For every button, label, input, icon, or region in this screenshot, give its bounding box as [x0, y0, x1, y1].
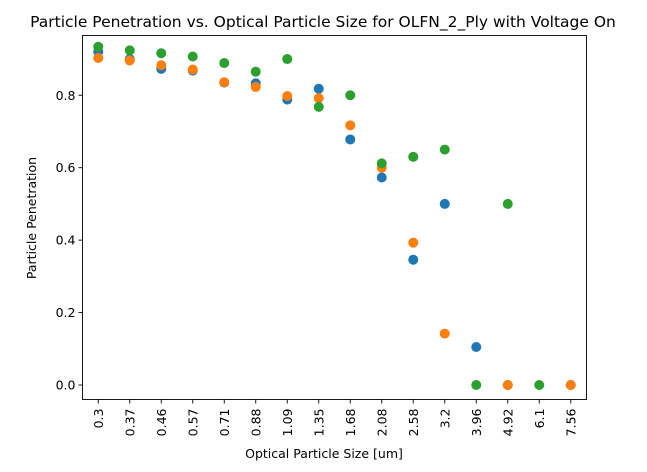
data-point-series-3-2.08	[376, 158, 387, 169]
x-tick-label: 2.58	[406, 408, 421, 436]
x-axis-label: Optical Particle Size [um]	[245, 446, 403, 461]
data-point-series-3-0.71	[219, 58, 230, 69]
x-tick-label: 3.2	[437, 409, 452, 429]
data-point-series-3-0.37	[124, 45, 135, 56]
data-point-series-1-1.68	[345, 134, 356, 145]
data-point-series-3-1.09	[282, 54, 293, 65]
x-tick-label: 0.88	[248, 408, 263, 436]
data-point-series-3-1.68	[345, 90, 356, 101]
x-tick-label: 4.92	[500, 409, 515, 437]
y-axis: 0.0 0.2 0.4 0.6 0.8	[56, 88, 83, 393]
x-tick-label: 0.3	[91, 409, 106, 429]
data-point-series-2-0.46	[156, 60, 167, 71]
data-point-series-2-1.35	[313, 93, 324, 104]
data-point-series-3-4.92	[502, 198, 513, 209]
data-point-series-3-6.1	[534, 380, 545, 391]
data-point-series-3-3.96	[471, 380, 482, 391]
x-tick-label: 3.96	[469, 408, 484, 436]
data-point-series-1-3.2	[439, 198, 450, 209]
data-point-series-2-4.92	[502, 380, 513, 391]
data-point-series-1-1.35	[313, 83, 324, 94]
x-tick-label: 2.08	[374, 408, 389, 436]
data-point-series-1-3.96	[471, 341, 482, 352]
x-tick-label: 1.09	[280, 408, 295, 436]
y-tick-label: 0.2	[56, 305, 76, 320]
data-point-series-2-2.58	[408, 237, 419, 248]
data-point-series-3-0.57	[187, 51, 198, 62]
y-axis-label: Particle Penetration	[24, 157, 39, 279]
x-tick-label: 0.37	[122, 409, 137, 437]
data-point-series-1-2.08	[376, 172, 387, 183]
data-point-series-2-0.88	[250, 81, 261, 92]
data-point-series-2-0.71	[219, 77, 230, 88]
data-point-series-2-0.3	[93, 52, 104, 63]
data-point-series-2-1.68	[345, 120, 356, 131]
data-point-series-2-1.09	[282, 90, 293, 101]
x-tick-label: 7.56	[563, 408, 578, 436]
data-point-series-2-0.37	[124, 55, 135, 66]
x-axis: 0.3 0.37 0.46 0.57 0.71 0.88 1.09 1.35 1.68 2.08 2…	[91, 399, 578, 437]
x-tick-label: 1.35	[311, 409, 326, 437]
chart-title: Particle Penetration vs. Optical Particl…	[30, 13, 616, 32]
x-tick-label: 6.1	[532, 409, 547, 429]
x-tick-label: 0.71	[217, 409, 232, 437]
data-point-series-3-0.3	[93, 41, 104, 52]
x-tick-label: 0.57	[185, 409, 200, 437]
data-point-series-3-0.46	[156, 48, 167, 59]
x-tick-label: 1.68	[343, 408, 358, 436]
data-point-series-3-1.35	[313, 101, 324, 112]
y-tick-label: 0.8	[56, 88, 76, 103]
data-point-series-3-2.58	[408, 151, 419, 162]
data-point-series-2-3.2	[439, 328, 450, 339]
y-tick-label: 0.6	[56, 160, 76, 175]
data-point-series-2-7.56	[565, 380, 576, 391]
axes-frame	[82, 35, 587, 400]
x-tick-label: 0.46	[154, 408, 169, 436]
y-tick-label: 0.4	[56, 233, 76, 248]
y-tick-label: 0.0	[56, 378, 76, 393]
data-point-series-2-0.57	[187, 64, 198, 75]
data-point-series-1-2.58	[408, 254, 419, 265]
data-point-series-3-3.2	[439, 144, 450, 155]
plot-area	[93, 41, 576, 391]
data-point-series-3-0.88	[250, 66, 261, 77]
